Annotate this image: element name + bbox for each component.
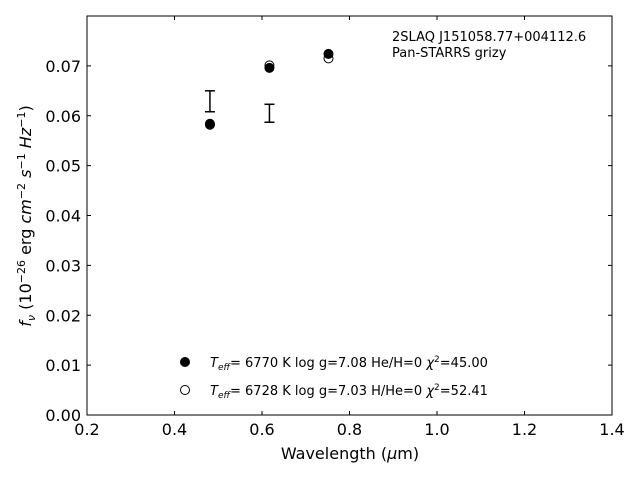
y-tick-label: 0.01 — [45, 356, 81, 375]
point-filled — [323, 48, 334, 59]
x-tick-label: 0.4 — [162, 420, 187, 439]
y-tick-labels: 0.00 0.01 0.02 0.03 0.04 0.05 0.06 0.07 — [45, 57, 81, 425]
y-tick-label: 0.04 — [45, 207, 81, 226]
x-tick-label: 0.8 — [337, 420, 362, 439]
x-tick-label: 1.4 — [599, 420, 624, 439]
y-tick-label: 0.07 — [45, 57, 81, 76]
x-axis-label: Wavelength (μm) — [281, 444, 419, 463]
legend-entry-2: Teff= 6728 K log g=7.03 H/He=0 χ2=52.41 — [210, 383, 488, 401]
x-tick-label: 1.2 — [512, 420, 537, 439]
legend: Teff= 6770 K log g=7.08 He/H=0 χ2=45.00 … — [180, 355, 488, 401]
y-tick-label: 0.02 — [45, 306, 81, 325]
observed-errorbar — [264, 103, 275, 123]
point-filled — [204, 118, 215, 129]
y-tick-label: 0.00 — [45, 406, 81, 425]
y-tick-label: 0.03 — [45, 256, 81, 275]
x-tick-label: 0.2 — [74, 420, 99, 439]
x-tick-label: 1.0 — [424, 420, 449, 439]
y-axis-label: fν (10−26 erg cm−2 s−1 Hz−1) — [15, 105, 38, 326]
observed-errorbar — [204, 90, 215, 113]
annotation-object-name: 2SLAQ J151058.77+004112.6 — [392, 30, 586, 45]
legend-entry-1: Teff= 6770 K log g=7.08 He/H=0 χ2=45.00 — [210, 355, 488, 373]
y-tick-label: 0.06 — [45, 107, 81, 126]
legend-marker-filled — [180, 357, 190, 367]
x-tick-labels: 0.2 0.4 0.6 0.8 1.0 1.2 1.4 — [74, 420, 624, 439]
y-tick-label: 0.05 — [45, 157, 81, 176]
point-filled — [264, 62, 275, 73]
legend-marker-open — [180, 385, 190, 395]
annotation-survey: Pan-STARRS grizy — [392, 46, 507, 61]
model-points — [204, 48, 334, 130]
axis-ticks — [86, 16, 613, 416]
observed-errorbars — [204, 90, 275, 123]
x-tick-label: 0.6 — [249, 420, 274, 439]
